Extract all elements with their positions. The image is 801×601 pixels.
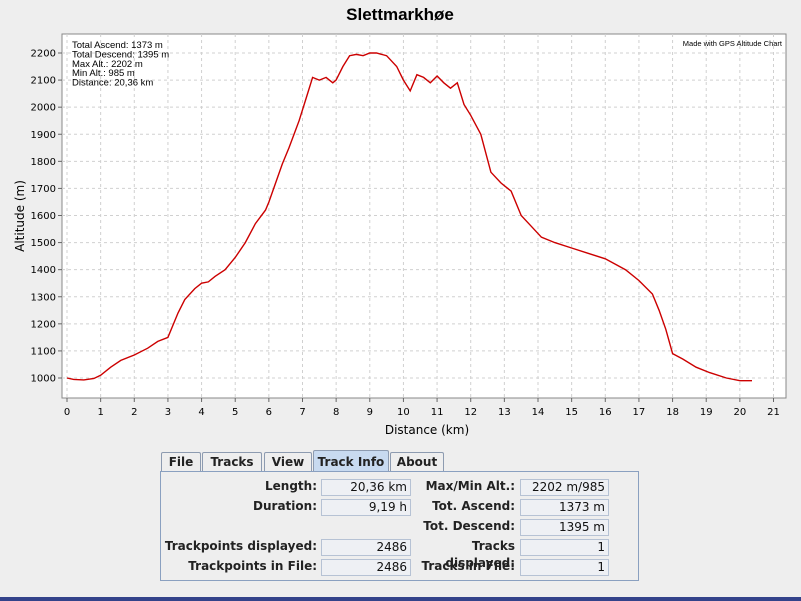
x-tick-label: 15: [565, 407, 578, 418]
y-tick-label: 2100: [31, 76, 56, 87]
altitude-chart: Slettmarkhøe 0 1 2 3 4 5 6 7 8 9 10 11 12 13 14 15 16 17 1…: [13, 5, 787, 437]
x-tick-label: 7: [299, 407, 305, 418]
tab-tracks[interactable]: Tracks: [202, 452, 262, 471]
duration-value[interactable]: 9,19 h: [321, 499, 411, 516]
y-tick-label: 1400: [31, 265, 56, 276]
y-tick-label: 1100: [31, 346, 56, 357]
y-tick-label: 1800: [31, 157, 56, 168]
x-tick-label: 11: [431, 407, 444, 418]
x-tick-label: 19: [700, 407, 713, 418]
tracks-displayed-value[interactable]: 1: [520, 539, 609, 556]
tab-view[interactable]: View: [264, 452, 312, 471]
credit-text: Made with GPS Altitude Chart: [683, 39, 783, 48]
y-tick-label: 2000: [31, 103, 56, 114]
window-bottom-border: [0, 597, 801, 601]
tot-ascend-value[interactable]: 1373 m: [520, 499, 609, 516]
x-tick-label: 9: [367, 407, 373, 418]
chart-info-line: Min Alt.: 985 m: [72, 68, 135, 79]
track-info-panel: Length: 20,36 km Duration: 9,19 h Trackp…: [160, 471, 639, 581]
x-tick-label: 12: [464, 407, 477, 418]
tracks-in-file-label: Tracks in File:: [421, 559, 516, 573]
altitude-profile-line: [66, 52, 752, 382]
chart-info-line: Max Alt.: 2202 m: [72, 59, 143, 70]
x-tick-label: 16: [599, 407, 612, 418]
x-tick-label: 0: [64, 407, 70, 418]
chart-title: Slettmarkhøe: [346, 5, 454, 24]
tot-ascend-label: Tot. Ascend:: [432, 499, 515, 513]
x-axis-label: Distance (km): [385, 423, 469, 437]
chart-info-line: Distance: 20,36 km: [72, 78, 153, 89]
length-value[interactable]: 20,36 km: [321, 479, 411, 496]
y-tick-label: 1700: [31, 184, 56, 195]
trackpoints-displayed-value[interactable]: 2486: [321, 539, 411, 556]
y-tick-label: 1900: [31, 130, 56, 141]
y-tick-label: 2200: [31, 49, 56, 60]
x-tick-label: 10: [397, 407, 410, 418]
x-tick-label: 6: [266, 407, 272, 418]
tot-descend-value[interactable]: 1395 m: [520, 519, 609, 536]
x-tick-label: 14: [532, 407, 545, 418]
x-tick-label: 21: [767, 407, 780, 418]
x-tick-label: 3: [165, 407, 171, 418]
y-axis-label: Altitude (m): [13, 180, 27, 252]
trackpoints-in-file-value[interactable]: 2486: [321, 559, 411, 576]
trackpoints-in-file-label: Trackpoints in File:: [188, 559, 317, 573]
x-tick-label: 5: [232, 407, 238, 418]
y-tick-label: 1300: [31, 292, 56, 303]
x-tick-label: 18: [666, 407, 679, 418]
x-tick-label: 1: [97, 407, 103, 418]
chart-info-line: Total Ascend: 1373 m: [72, 40, 163, 51]
max-min-alt-value[interactable]: 2202 m/985 m: [520, 479, 609, 509]
duration-label: Duration:: [253, 499, 317, 513]
x-tick-label: 2: [131, 407, 137, 418]
x-tick-label: 20: [733, 407, 746, 418]
trackpoints-displayed-label: Trackpoints displayed:: [164, 539, 317, 553]
y-tick-label: 1200: [31, 319, 56, 330]
x-tick-label: 13: [498, 407, 511, 418]
x-tick-label: 8: [333, 407, 339, 418]
tracks-in-file-value[interactable]: 1: [520, 559, 609, 576]
max-min-alt-label: Max/Min Alt.:: [425, 479, 515, 493]
x-tick-label: 4: [198, 407, 204, 418]
tot-descend-label: Tot. Descend:: [423, 519, 515, 533]
y-tick-label: 1600: [31, 211, 56, 222]
y-tick-label: 1000: [31, 374, 56, 385]
chart-info-line: Total Descend: 1395 m: [72, 49, 169, 60]
y-tick-label: 1500: [31, 238, 56, 249]
tab-file[interactable]: File: [161, 452, 201, 471]
x-tick-label: 17: [633, 407, 646, 418]
tab-track-info[interactable]: Track Info: [313, 450, 389, 472]
length-label: Length:: [265, 479, 317, 493]
tab-about[interactable]: About: [390, 452, 444, 471]
tracks-displayed-label: Tracks displayed:: [445, 539, 515, 570]
